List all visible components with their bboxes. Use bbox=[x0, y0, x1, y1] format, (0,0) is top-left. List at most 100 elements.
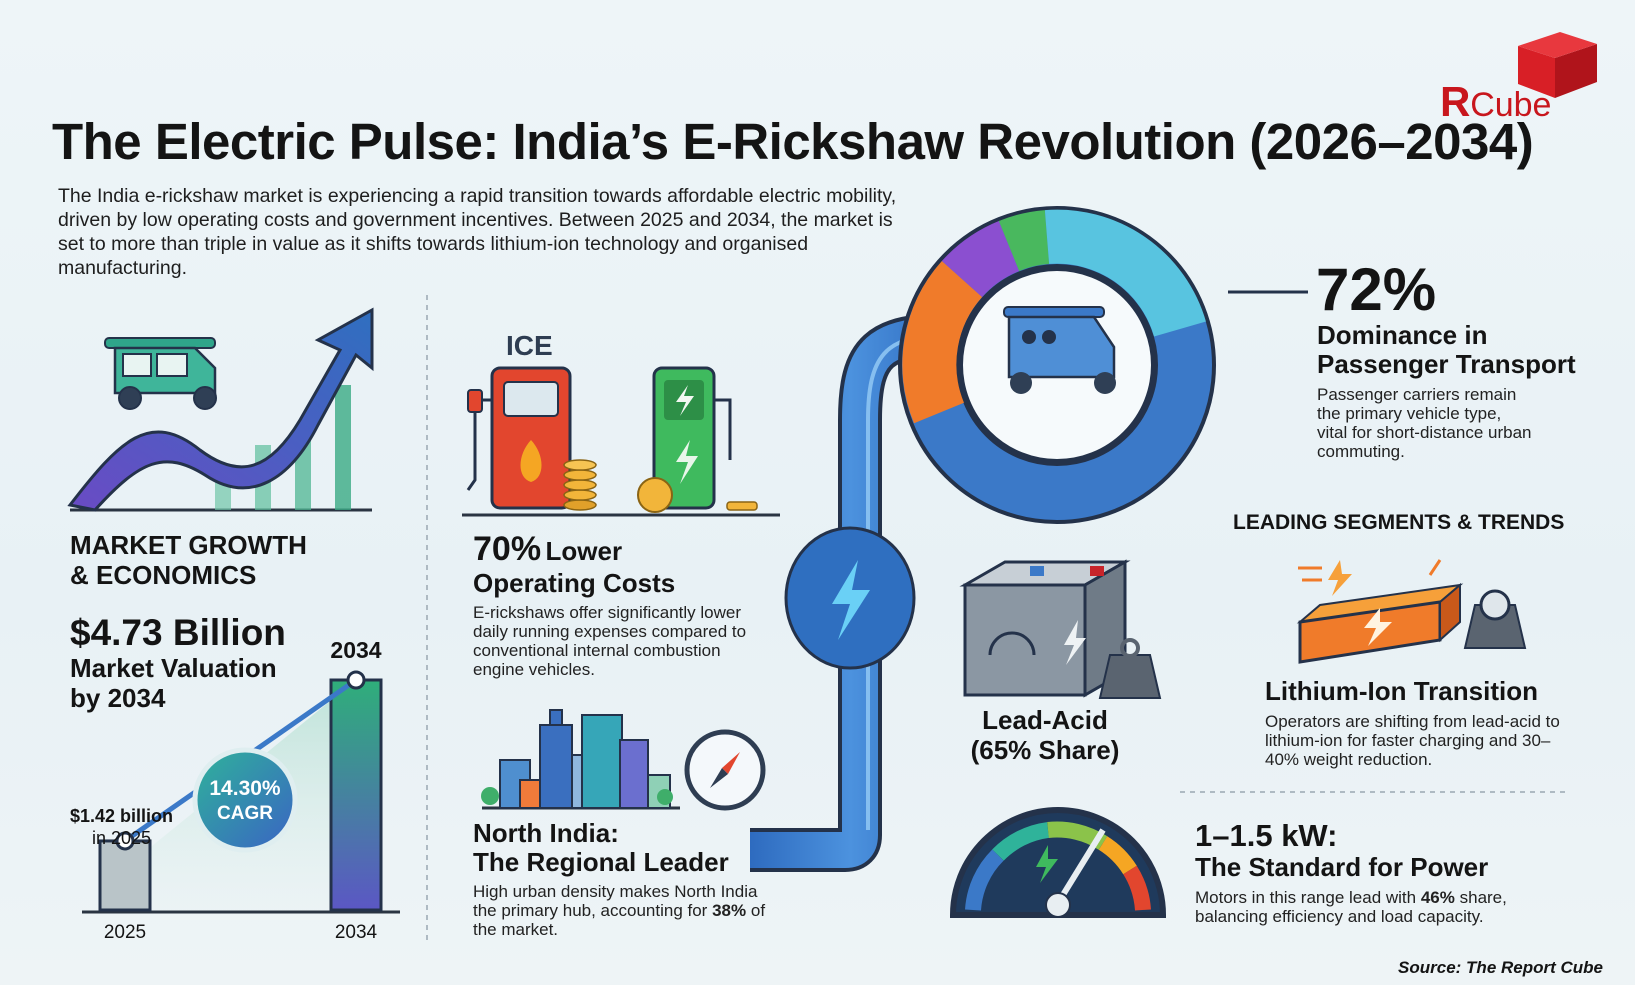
trend-point bbox=[346, 670, 366, 690]
growth-illustration-part-part bbox=[104, 337, 216, 349]
lead-acid-battery-part bbox=[1090, 566, 1104, 576]
cost-title: Lower bbox=[545, 536, 623, 566]
logo-cube-part bbox=[1518, 32, 1597, 58]
compass bbox=[684, 729, 766, 811]
lithium-battery-part bbox=[1364, 608, 1392, 646]
power-share: 46% bbox=[1420, 888, 1455, 907]
region-title: North India: bbox=[473, 818, 619, 848]
power-title: 1–1.5 kW: bbox=[1195, 818, 1338, 853]
fuel-pumps-part bbox=[466, 398, 492, 491]
city-skyline-part bbox=[581, 714, 623, 809]
valuation: $4.73 Billion bbox=[70, 612, 286, 653]
cagr: 14.30% bbox=[209, 777, 281, 800]
lithium-battery-part bbox=[1328, 560, 1352, 596]
start-label: $1.42 billion bbox=[70, 806, 174, 826]
bar-top-label: 2034 bbox=[330, 637, 381, 663]
lead-acid-battery-part bbox=[988, 631, 1036, 656]
lithium-title: Lithium-Ion Transition bbox=[1265, 676, 1538, 706]
region-body: High urban density makes North India the… bbox=[473, 882, 773, 939]
compass-part bbox=[710, 768, 728, 788]
lead-title: Lead-Acid bbox=[982, 705, 1108, 735]
lithium-battery-part bbox=[1439, 582, 1461, 643]
donut-part-part bbox=[1042, 330, 1056, 344]
passenger-title: Dominance in bbox=[1317, 320, 1488, 350]
city-skyline-part bbox=[549, 709, 563, 726]
intro: The India e-rickshaw market is experienc… bbox=[58, 185, 897, 279]
lead-acid-battery-part bbox=[1030, 566, 1044, 576]
power-gauge-part bbox=[949, 807, 1167, 918]
x-tick-label: 2025 bbox=[104, 922, 146, 943]
growth-illustration-part-part bbox=[118, 386, 142, 410]
growth-illustration bbox=[67, 307, 374, 512]
region-title: The Regional Leader bbox=[473, 847, 729, 877]
donut-part-part bbox=[1010, 372, 1032, 394]
power-body: Motors in this range lead with 46% share… bbox=[1195, 888, 1525, 926]
valuation-caption: Market Valuation by 2034 bbox=[70, 653, 277, 713]
city-skyline-part bbox=[619, 739, 649, 809]
city-skyline-part bbox=[519, 779, 541, 809]
energy-pipe-part bbox=[832, 560, 870, 640]
fuel-pumps-part bbox=[676, 385, 694, 416]
fuel-pumps-part bbox=[563, 499, 597, 511]
fuel-pumps-part bbox=[676, 440, 698, 484]
power-title: The Standard for Power bbox=[1195, 852, 1489, 882]
power-gauge bbox=[949, 807, 1167, 918]
growth-illustration-part-part bbox=[193, 386, 217, 410]
fuel-pumps-part bbox=[714, 398, 732, 460]
donut-part bbox=[1003, 306, 1116, 394]
lithium-body: Operators are shifting from lead-acid to… bbox=[1265, 712, 1560, 769]
footer-band bbox=[0, 985, 1635, 995]
cost-heading: 70% Lower bbox=[473, 530, 622, 569]
city-skyline bbox=[481, 709, 680, 810]
growth-illustration-part bbox=[67, 307, 374, 512]
passenger-title: Passenger Transport bbox=[1317, 349, 1576, 379]
city-skyline-part bbox=[657, 789, 673, 805]
trend-point bbox=[115, 831, 135, 851]
region-share: 38% bbox=[712, 901, 747, 920]
cost-title: Operating Costs bbox=[473, 568, 676, 598]
bar-chart: 2025 2034 2034 bbox=[82, 637, 400, 943]
segments-heading: LEADING SEGMENTS & TRENDS bbox=[1233, 511, 1565, 534]
lead-acid-battery-part bbox=[1098, 654, 1162, 699]
power-gauge-part bbox=[1036, 845, 1058, 883]
power-gauge-part bbox=[1123, 865, 1151, 911]
lead-acid-battery-part bbox=[1120, 638, 1140, 658]
logo-cube bbox=[1518, 32, 1597, 98]
power-gauge-part bbox=[965, 849, 1004, 911]
donut-part-part bbox=[1003, 306, 1105, 318]
lead-acid-battery bbox=[959, 559, 1162, 699]
compass-part bbox=[722, 752, 740, 774]
city-skyline-part bbox=[481, 787, 499, 805]
power-gauge-part bbox=[1045, 892, 1071, 918]
fuel-pumps bbox=[462, 366, 780, 517]
power-gauge-part bbox=[1098, 836, 1137, 875]
donut-part bbox=[902, 261, 983, 424]
fuel-pumps-part bbox=[726, 501, 758, 511]
donut-part-part bbox=[1022, 330, 1036, 344]
fuel-pumps-part bbox=[503, 381, 559, 417]
start-note: in 2025 bbox=[92, 828, 152, 848]
logo-text: Cube bbox=[1470, 86, 1552, 124]
lithium-battery-part bbox=[1428, 559, 1442, 576]
growth-illustration-part-part bbox=[156, 353, 188, 377]
pump-label: ICE bbox=[506, 330, 553, 361]
fuel-pumps-part bbox=[637, 477, 673, 513]
donut-part bbox=[998, 210, 1050, 272]
fuel-pumps-part bbox=[563, 489, 597, 501]
bar bbox=[329, 678, 383, 912]
fuel-pumps-part bbox=[563, 459, 597, 471]
logo-cube-part bbox=[1518, 46, 1555, 98]
power-text: share, balancing efficiency and load cap… bbox=[1195, 888, 1507, 926]
power-gauge-part bbox=[1055, 828, 1106, 905]
lead-share: (65% Share) bbox=[970, 735, 1120, 765]
cost-figure: 70% bbox=[473, 530, 542, 568]
bar bbox=[98, 839, 152, 912]
fuel-pumps-part bbox=[467, 389, 483, 413]
lithium-battery-part bbox=[1479, 589, 1511, 621]
cagr-label: CAGR bbox=[217, 803, 273, 824]
region-text: of the market. bbox=[473, 901, 766, 939]
donut-part-part bbox=[1094, 372, 1116, 394]
fuel-pumps-part bbox=[520, 440, 542, 482]
